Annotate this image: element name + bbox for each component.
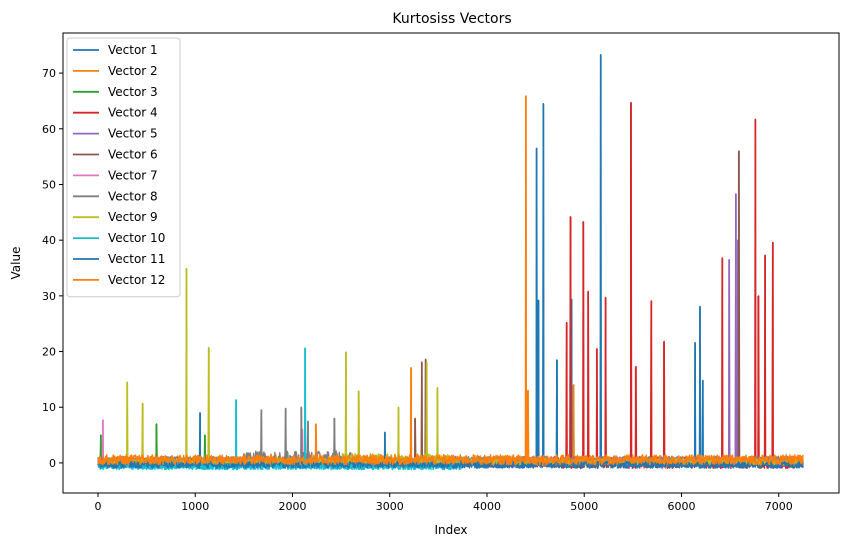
x-tick-label: 4000 [473, 500, 501, 513]
x-tick-label: 6000 [667, 500, 695, 513]
legend-label: Vector 10 [108, 231, 165, 245]
legend-label: Vector 1 [108, 43, 158, 57]
y-axis: 0 10 20 30 40 50 60 70 [42, 67, 63, 470]
series-line-vector-12 [97, 367, 804, 466]
legend-label: Vector 3 [108, 85, 158, 99]
y-tick-label: 70 [42, 67, 56, 80]
series-line-vector-11 [97, 412, 804, 469]
legend-label: Vector 9 [108, 210, 158, 224]
x-axis-label: Index [434, 523, 467, 537]
x-tick-label: 0 [95, 500, 102, 513]
y-tick-label: 20 [42, 346, 56, 359]
legend-label: Vector 4 [108, 106, 158, 120]
series-layer [97, 54, 804, 471]
x-tick-label: 3000 [376, 500, 404, 513]
legend-label: Vector 11 [108, 252, 165, 266]
x-axis: 0 1000 2000 3000 4000 5000 6000 7000 [95, 493, 793, 513]
x-tick-label: 2000 [278, 500, 306, 513]
legend-label: Vector 6 [108, 148, 158, 162]
x-tick-label: 1000 [181, 500, 209, 513]
chart-title: Kurtosiss Vectors [392, 11, 511, 27]
y-axis-label: Value [9, 247, 23, 280]
y-tick-label: 40 [42, 234, 56, 247]
y-tick-label: 10 [42, 401, 56, 414]
y-tick-label: 60 [42, 123, 56, 136]
legend-label: Vector 7 [108, 168, 158, 182]
y-tick-label: 30 [42, 290, 56, 303]
y-tick-label: 0 [49, 457, 56, 470]
legend-label: Vector 8 [108, 189, 158, 203]
legend-label: Vector 12 [108, 273, 165, 287]
plot-frame [62, 32, 840, 494]
legend: Vector 1 Vector 2 Vector 3 Vector 4 Vector 5… [66, 37, 181, 298]
legend-label: Vector 2 [108, 64, 158, 78]
y-tick-label: 50 [42, 178, 56, 191]
x-tick-label: 5000 [570, 500, 598, 513]
legend-box [66, 37, 181, 298]
x-tick-label: 7000 [765, 500, 793, 513]
legend-label: Vector 5 [108, 127, 158, 141]
